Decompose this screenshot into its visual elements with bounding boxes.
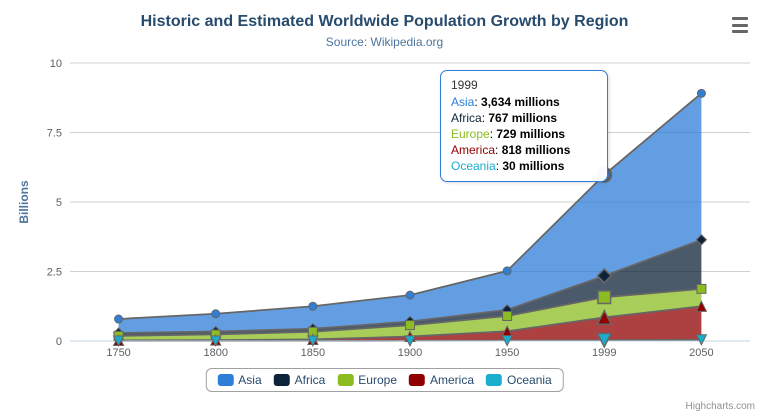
point-oceania-1850[interactable] xyxy=(307,335,319,348)
credits-link[interactable]: Highcharts.com xyxy=(685,401,755,412)
tooltip-series-value: 818 millions xyxy=(501,143,571,157)
tooltip-series-name: Africa xyxy=(451,111,482,125)
tooltip-series-value: 30 millions xyxy=(502,159,565,173)
tooltip-rows: Asia: 3,634 millions Africa: 767 millions… xyxy=(451,94,597,174)
legend-swatch-europe xyxy=(337,374,354,386)
point-america-1999[interactable] xyxy=(596,308,613,325)
y-axis-label-2.5: 2.5 xyxy=(47,267,62,279)
point-oceania-1950[interactable] xyxy=(501,335,513,347)
tooltip-header: 1999 xyxy=(451,78,478,92)
tooltip-series-name: Oceania xyxy=(451,159,496,173)
legend-label: Europe xyxy=(358,373,398,387)
y-axis-label-7.5: 7.5 xyxy=(47,128,62,140)
point-asia-2050[interactable] xyxy=(696,88,706,98)
tooltip-row-america: America: 818 millions xyxy=(451,143,571,157)
legend-swatch-asia xyxy=(217,374,234,386)
point-oceania-1750[interactable] xyxy=(112,335,125,348)
tooltip-series-value: 3,634 millions xyxy=(481,95,560,109)
tooltip: 1999 Asia: 3,634 millions Africa: 767 mil… xyxy=(440,70,608,182)
legend-label: Africa xyxy=(294,373,326,387)
point-africa-2050[interactable] xyxy=(695,234,708,246)
tooltip-row-oceania: Oceania: 30 millions xyxy=(451,159,565,173)
y-axis-title: Billions xyxy=(17,180,31,224)
tooltip-series-value: 767 millions xyxy=(488,111,558,125)
export-menu-button[interactable] xyxy=(732,17,750,33)
y-axis-label-10: 10 xyxy=(50,58,62,70)
point-europe-1950[interactable] xyxy=(502,311,513,322)
tooltip-series-name: America xyxy=(451,143,496,157)
legend-item-europe[interactable]: Europe xyxy=(337,373,397,387)
tooltip-row-asia: Asia: 3,634 millions xyxy=(451,95,560,109)
point-asia-1950[interactable] xyxy=(502,266,512,276)
point-oceania-1800[interactable] xyxy=(209,335,222,348)
legend-label: Oceania xyxy=(507,373,552,387)
point-europe-1999[interactable] xyxy=(597,290,612,305)
area-africa[interactable] xyxy=(118,239,702,336)
hamburger-icon xyxy=(732,30,748,33)
legend-swatch-america xyxy=(409,374,426,386)
hamburger-icon xyxy=(732,17,748,20)
point-oceania-1900[interactable] xyxy=(404,335,416,347)
point-oceania-2050[interactable] xyxy=(695,334,708,346)
point-asia-1850[interactable] xyxy=(308,301,318,311)
point-europe-1900[interactable] xyxy=(405,320,415,331)
legend-label: Asia xyxy=(238,373,262,387)
point-africa-1999[interactable] xyxy=(596,267,613,284)
y-axis-label-5: 5 xyxy=(56,197,62,209)
legend: Asia Africa Europe America Oceania xyxy=(205,368,564,392)
chart-subtitle: Source: Wikipedia.org xyxy=(325,35,444,49)
legend-item-asia[interactable]: Asia xyxy=(217,373,262,387)
x-axis-label-1950: 1950 xyxy=(495,347,519,359)
y-axis-label-0: 0 xyxy=(56,336,62,348)
point-oceania-1999[interactable] xyxy=(596,332,613,349)
chart-title: Historic and Estimated Worldwide Populat… xyxy=(140,13,629,30)
legend-label: America xyxy=(430,373,475,387)
point-europe-2050[interactable] xyxy=(696,283,707,294)
legend-swatch-oceania xyxy=(486,374,503,386)
tooltip-series-name: Asia xyxy=(451,95,475,109)
point-america-2050[interactable] xyxy=(695,300,708,312)
legend-item-oceania[interactable]: Oceania xyxy=(486,373,552,387)
tooltip-series-name: Europe xyxy=(451,127,490,141)
area-asia[interactable] xyxy=(118,93,702,333)
point-asia-1800[interactable] xyxy=(211,309,221,319)
x-axis-label-1850: 1850 xyxy=(301,347,325,359)
x-axis-label-1900: 1900 xyxy=(398,347,422,359)
point-asia-1750[interactable] xyxy=(114,314,124,324)
x-axis-label-1750: 1750 xyxy=(106,347,130,359)
x-axis-label-1800: 1800 xyxy=(203,347,227,359)
legend-item-america[interactable]: America xyxy=(409,373,474,387)
hamburger-icon xyxy=(732,23,748,27)
x-axis-label-1999: 1999 xyxy=(592,347,616,359)
point-asia-1900[interactable] xyxy=(405,290,415,300)
tooltip-row-europe: Europe: 729 millions xyxy=(451,127,566,141)
tooltip-series-value: 729 millions xyxy=(496,127,566,141)
tooltip-row-africa: Africa: 767 millions xyxy=(451,111,558,125)
area-america[interactable] xyxy=(118,306,702,341)
legend-swatch-africa xyxy=(273,374,290,386)
legend-item-africa[interactable]: Africa xyxy=(273,373,326,387)
x-axis-label-2050: 2050 xyxy=(689,347,713,359)
